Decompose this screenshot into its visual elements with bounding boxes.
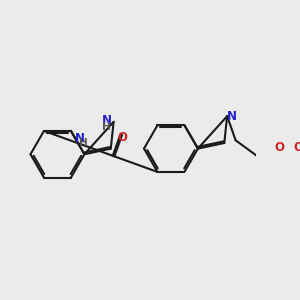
Text: N: N	[226, 110, 236, 123]
Text: H: H	[79, 138, 88, 148]
Text: O: O	[293, 141, 300, 154]
Text: N: N	[75, 132, 85, 146]
Text: N: N	[101, 114, 112, 127]
Text: H: H	[102, 122, 111, 132]
Text: O: O	[274, 141, 285, 154]
Text: O: O	[117, 131, 127, 144]
